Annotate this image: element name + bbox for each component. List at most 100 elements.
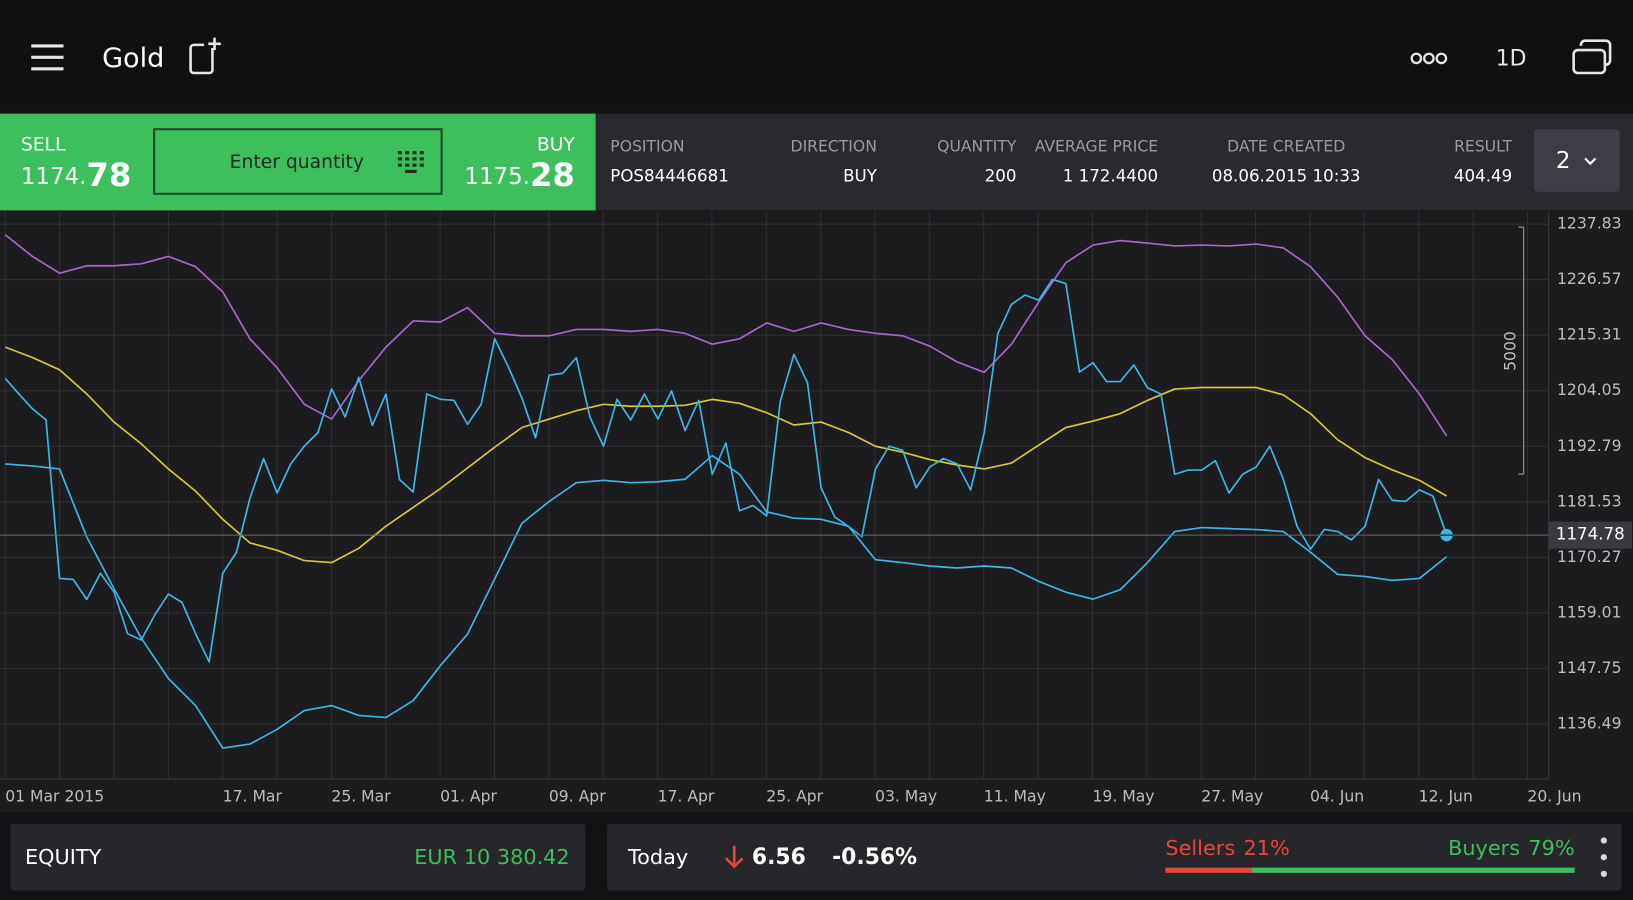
column-header: QUANTITY <box>937 137 1017 155</box>
chart: 1237.83 1226.57 1215.31 1204.05 1192.79 1181.… <box>0 211 1632 805</box>
today-label: Today <box>627 845 688 869</box>
buyers: Buyers 79% <box>1448 836 1575 860</box>
y-tick-label: 1192.79 <box>1557 437 1622 455</box>
x-tick-label: 11. May <box>984 787 1046 805</box>
x-tick-label: 01. Apr <box>440 787 497 805</box>
buy-price[interactable]: 1175.28 <box>464 156 574 194</box>
quantity-input[interactable] <box>153 128 443 195</box>
today-change-pct: -0.56% <box>832 845 917 870</box>
key <box>405 163 410 167</box>
sell-price[interactable]: 1174.78 <box>21 156 131 194</box>
dropdown-chevron <box>1584 157 1597 166</box>
key <box>397 151 403 155</box>
key <box>405 151 410 155</box>
key <box>419 163 424 167</box>
y-tick-label: 1237.83 <box>1557 215 1622 233</box>
sellers-value: 21% <box>1244 836 1290 860</box>
y-tick-label: 1136.49 <box>1557 714 1622 732</box>
sell-price-main: 1174. <box>21 164 87 190</box>
sell-label[interactable]: SELL <box>21 134 66 155</box>
x-tick-label: 09. Apr <box>549 787 606 805</box>
last-price-label: 1174.78 <box>1556 525 1625 544</box>
x-tick-label: 17. Mar <box>223 787 283 805</box>
top-bar <box>0 0 1633 111</box>
dot <box>1600 870 1607 877</box>
more-button[interactable] <box>1410 52 1448 65</box>
key <box>412 157 417 161</box>
windows-button[interactable] <box>1572 39 1612 75</box>
cell: 1 172.4400 <box>1063 167 1158 186</box>
key <box>397 163 403 167</box>
equity-value: EUR 10 380.42 <box>414 845 569 869</box>
series-line <box>4 234 1448 437</box>
cell: 08.06.2015 10:33 <box>1212 167 1361 186</box>
window-icon <box>1572 48 1607 75</box>
sentiment-bar <box>1165 867 1575 873</box>
x-tick-label: 19. May <box>1092 787 1154 805</box>
column-header: RESULT <box>1454 137 1513 155</box>
instrument-title[interactable]: Gold <box>102 43 164 74</box>
position-panel <box>595 113 1633 211</box>
buyers-bar <box>1251 867 1575 873</box>
cell: 404.49 <box>1454 167 1512 186</box>
sellers-bar <box>1165 867 1252 873</box>
column-header: DATE CREATED <box>1227 137 1345 155</box>
y-tick-label: 1159.01 <box>1557 603 1622 621</box>
sellers: Sellers 21% <box>1165 836 1289 860</box>
sellers-label: Sellers <box>1165 836 1235 860</box>
quantity-placeholder: Enter quantity <box>230 152 364 173</box>
menu-button[interactable] <box>31 44 64 71</box>
column-header: DIRECTION <box>791 137 877 155</box>
position-count-text: 2 <box>1556 148 1571 174</box>
keypad-icon[interactable] <box>397 151 424 173</box>
position-table: POSITION POS84446681 DIRECTION BUY QUANTITY 2… <box>610 137 1512 185</box>
chart-area <box>0 211 1633 813</box>
dot <box>1423 52 1435 65</box>
x-tick-label: 12. Jun <box>1419 787 1473 805</box>
x-tick-label: 25. Mar <box>331 787 391 805</box>
dot <box>1600 837 1607 844</box>
series-line <box>4 346 1447 564</box>
add-button[interactable] <box>189 37 221 75</box>
equity-panel <box>10 823 586 891</box>
x-tick-label: 01 Mar 2015 <box>5 787 104 805</box>
dot <box>1410 52 1423 65</box>
add-icon <box>189 43 214 75</box>
down-arrow <box>724 845 744 869</box>
cell: POS84446681 <box>610 167 729 186</box>
x-tick-label: 25. Apr <box>766 787 823 805</box>
x-tick-label: 04. Jun <box>1310 787 1364 805</box>
last-price-box <box>1548 521 1632 549</box>
key <box>412 151 417 155</box>
series-line <box>4 278 1448 663</box>
buy-label[interactable]: BUY <box>537 134 576 155</box>
key <box>405 157 410 161</box>
dot <box>1600 854 1607 861</box>
buyers-value: 79% <box>1528 836 1574 860</box>
column-header: AVERAGE PRICE <box>1035 137 1158 155</box>
column-header: POSITION <box>610 137 684 155</box>
y-tick-label: 1204.05 <box>1557 381 1622 399</box>
more-menu[interactable] <box>1600 837 1607 877</box>
x-tick-label: 17. Apr <box>658 787 715 805</box>
sell-price-pips: 78 <box>86 156 131 194</box>
y-tick-label: 1181.53 <box>1557 492 1622 510</box>
key <box>397 157 403 161</box>
y-tick-label: 1170.27 <box>1557 548 1622 566</box>
buy-price-pips: 28 <box>530 156 575 194</box>
y-tick-label: 1226.57 <box>1557 270 1622 288</box>
today-change: 6.56 <box>752 845 806 870</box>
window-icon-back <box>1579 39 1612 66</box>
key <box>419 151 424 155</box>
add-plus <box>208 37 221 51</box>
volume-bracket <box>1518 226 1525 475</box>
x-tick-label: 03. May <box>875 787 937 805</box>
series-line <box>5 454 1448 749</box>
timeframe[interactable]: 1D <box>1496 46 1527 71</box>
position-count[interactable] <box>1534 129 1620 192</box>
volume-scale: 5000 <box>1502 331 1520 371</box>
cell: BUY <box>843 167 878 186</box>
buyers-label: Buyers <box>1448 836 1520 860</box>
